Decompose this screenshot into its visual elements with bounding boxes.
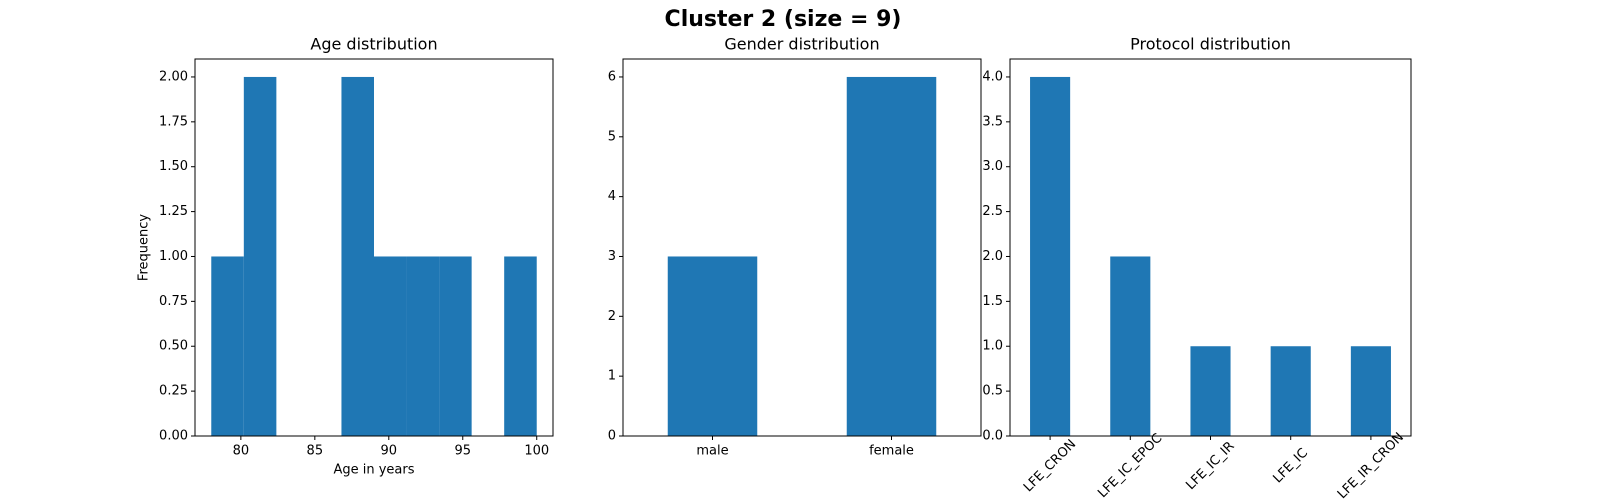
x-tick-label: female xyxy=(869,444,914,459)
y-tick-label: 5 xyxy=(608,129,616,144)
bar xyxy=(341,76,374,436)
y-tick-label: 1.25 xyxy=(159,204,188,219)
y-tick-label: 0.75 xyxy=(159,294,188,309)
y-tick-label: 4 xyxy=(608,189,616,204)
y-tick-label: 1.50 xyxy=(159,159,188,174)
axes-frame xyxy=(1009,58,1412,437)
x-tick-label: male xyxy=(696,444,728,459)
bar xyxy=(243,76,277,436)
bar xyxy=(1270,346,1311,436)
y-axis-label: Frequency xyxy=(137,214,152,281)
subplot-title: Age distribution xyxy=(310,35,437,54)
bar xyxy=(504,256,537,436)
x-tick-label: LFE_IC_IR xyxy=(1183,439,1237,493)
x-tick-label: LFE_IC xyxy=(1270,446,1311,487)
bar xyxy=(667,256,758,436)
y-tick-label: 1.0 xyxy=(982,339,1003,354)
bar xyxy=(406,256,440,436)
axes-frame xyxy=(194,58,554,437)
y-tick-label: 1.00 xyxy=(159,249,188,264)
y-tick-label: 1.5 xyxy=(982,294,1003,309)
x-tick-label: 85 xyxy=(307,444,324,459)
y-tick-label: 0.50 xyxy=(159,339,188,354)
y-tick-label: 1.75 xyxy=(159,114,188,129)
bar xyxy=(1030,76,1071,436)
x-tick-label: 80 xyxy=(233,444,250,459)
y-tick-label: 2.5 xyxy=(982,204,1003,219)
bar xyxy=(439,256,472,436)
bar xyxy=(846,76,937,436)
y-tick-label: 3.0 xyxy=(982,159,1003,174)
x-tick-label: 100 xyxy=(524,444,549,459)
y-tick-label: 0.00 xyxy=(159,429,188,444)
y-tick-label: 0.25 xyxy=(159,384,188,399)
y-tick-label: 4.0 xyxy=(982,69,1003,84)
bar xyxy=(211,256,244,436)
x-tick-label: 90 xyxy=(381,444,398,459)
y-tick-label: 0.0 xyxy=(982,429,1003,444)
y-tick-label: 3 xyxy=(608,249,616,264)
bar xyxy=(1110,256,1151,436)
x-axis-label: Age in years xyxy=(333,463,414,478)
y-tick-label: 6 xyxy=(608,69,616,84)
axes-frame xyxy=(622,58,982,437)
figure-title: Cluster 2 (size = 9) xyxy=(665,7,902,32)
x-tick-label: LFE_IC_EPOC xyxy=(1095,431,1165,500)
y-tick-label: 2.0 xyxy=(982,249,1003,264)
y-tick-label: 3.5 xyxy=(982,114,1003,129)
x-tick-label: LFE_IR_CRON xyxy=(1335,430,1407,500)
y-tick-label: 0 xyxy=(608,429,616,444)
x-tick-label: LFE_CRON xyxy=(1021,437,1079,495)
y-tick-label: 2.00 xyxy=(159,69,188,84)
bar xyxy=(1190,346,1231,436)
x-tick-label: 95 xyxy=(454,444,471,459)
subplot-title: Gender distribution xyxy=(724,35,879,54)
y-tick-label: 2 xyxy=(608,309,616,324)
bar xyxy=(1350,346,1391,436)
y-tick-label: 1 xyxy=(608,369,616,384)
subplot-title: Protocol distribution xyxy=(1130,35,1291,54)
bar xyxy=(374,256,407,436)
y-tick-label: 0.5 xyxy=(982,384,1003,399)
